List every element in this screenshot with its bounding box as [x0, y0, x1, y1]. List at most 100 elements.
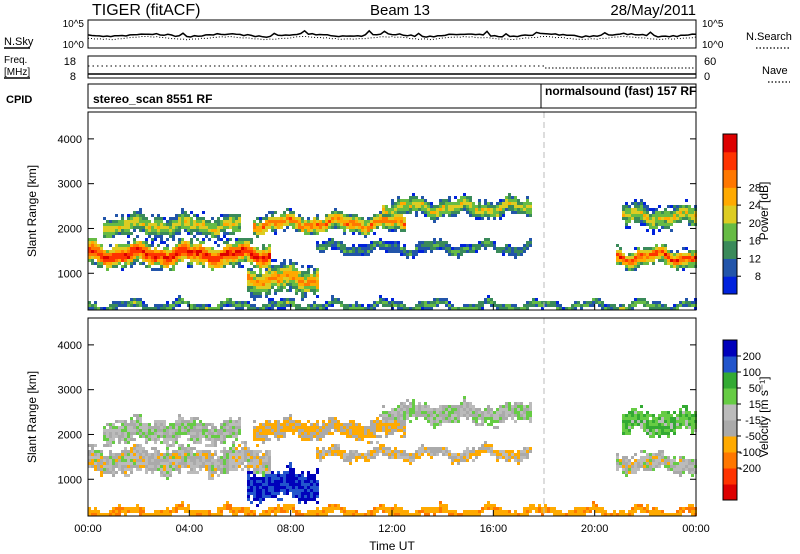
vel-cell: [499, 507, 502, 510]
power-cell: [238, 262, 241, 265]
vel-cell: [199, 435, 202, 438]
vel-cell: [115, 459, 118, 462]
vel-cell: [415, 513, 418, 516]
vel-cell: [223, 441, 226, 444]
power-cell: [496, 205, 499, 208]
power-cell: [337, 223, 340, 226]
vel-cell: [361, 513, 364, 516]
vel-cell: [271, 492, 274, 495]
vel-cell: [298, 480, 301, 483]
power-cell: [178, 301, 181, 304]
power-cell: [673, 256, 676, 259]
vel-cell: [394, 426, 397, 429]
power-cell: [652, 214, 655, 217]
power-cell: [448, 211, 451, 214]
vel-cell: [448, 513, 451, 516]
vel-cell: [256, 468, 259, 471]
power-colorbar-swatch: [723, 151, 737, 171]
power-cell: [622, 211, 625, 214]
vel-cell: [223, 450, 226, 453]
power-cell: [331, 238, 334, 241]
power-cell: [652, 217, 655, 220]
vel-cell: [415, 411, 418, 414]
vel-cell: [409, 405, 412, 408]
power-cell: [313, 217, 316, 220]
vel-cell: [169, 474, 172, 477]
power-cell: [388, 223, 391, 226]
power-cell: [427, 304, 430, 307]
vel-cell: [229, 507, 232, 510]
power-cell: [184, 250, 187, 253]
vel-cell: [184, 423, 187, 426]
power-cell: [505, 304, 508, 307]
power-cell: [310, 304, 313, 307]
vel-cell: [253, 429, 256, 432]
vel-cell: [376, 426, 379, 429]
power-cell: [682, 205, 685, 208]
vel-cell: [616, 459, 619, 462]
vel-cell: [259, 486, 262, 489]
vel-cell: [154, 510, 157, 513]
power-cell: [295, 277, 298, 280]
vel-cell: [274, 507, 277, 510]
vel-cell: [313, 513, 316, 516]
power-cell: [529, 241, 532, 244]
power-cell: [334, 247, 337, 250]
vel-cell: [142, 423, 145, 426]
vel-cell: [493, 507, 496, 510]
power-cell: [97, 262, 100, 265]
vel-cell: [166, 513, 169, 516]
power-cell: [298, 271, 301, 274]
vel-cell: [274, 429, 277, 432]
vel-cell: [94, 507, 97, 510]
power-cell: [235, 259, 238, 262]
vel-cell: [403, 513, 406, 516]
power-cell: [277, 223, 280, 226]
power-cell: [175, 304, 178, 307]
vel-cell: [226, 465, 229, 468]
power-cell: [664, 211, 667, 214]
power-cell: [445, 244, 448, 247]
power-cell: [634, 262, 637, 265]
power-cell: [511, 196, 514, 199]
vel-cell: [142, 429, 145, 432]
vel-cell: [520, 456, 523, 459]
power-cell: [190, 247, 193, 250]
power-cell: [424, 250, 427, 253]
vel-cell: [406, 459, 409, 462]
vel-cell: [316, 513, 319, 516]
power-cell: [415, 247, 418, 250]
power-cell: [193, 307, 196, 310]
power-cell: [388, 229, 391, 232]
power-cell: [136, 241, 139, 244]
power-cell: [337, 301, 340, 304]
power-cell: [415, 307, 418, 310]
power-cell: [106, 229, 109, 232]
vel-cell: [91, 447, 94, 450]
power-cell: [313, 220, 316, 223]
vel-cell: [568, 510, 571, 513]
power-cell: [211, 247, 214, 250]
power-cell: [190, 229, 193, 232]
vel-cell: [268, 450, 271, 453]
power-cell: [301, 307, 304, 310]
vel-cell: [544, 507, 547, 510]
vel-cell: [520, 405, 523, 408]
vel-cell: [226, 423, 229, 426]
power-cell: [115, 301, 118, 304]
power-cell: [508, 247, 511, 250]
vel-cell: [580, 510, 583, 513]
power-cell: [241, 301, 244, 304]
vel-cell: [190, 432, 193, 435]
vel-cell: [304, 513, 307, 516]
power-cell: [679, 265, 682, 268]
vel-cell: [115, 507, 118, 510]
vel-cell: [253, 477, 256, 480]
power-cell: [127, 304, 130, 307]
vel-cell: [517, 456, 520, 459]
vel-cell: [130, 471, 133, 474]
power-cell: [421, 205, 424, 208]
power-cell: [451, 208, 454, 211]
power-cell: [472, 202, 475, 205]
vel-cell: [247, 450, 250, 453]
